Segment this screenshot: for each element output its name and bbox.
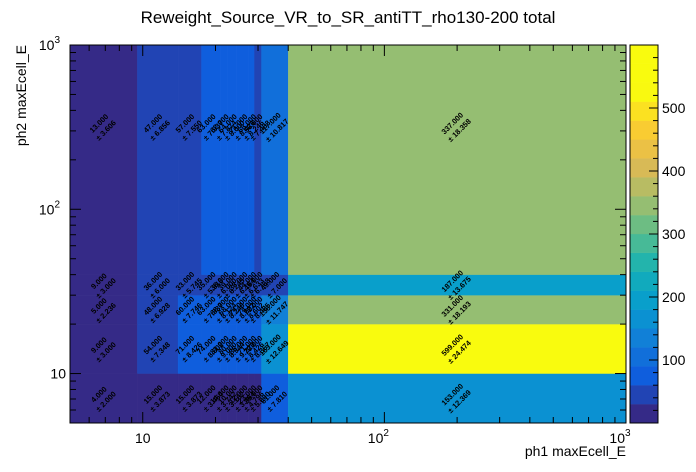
heatmap-bin bbox=[254, 44, 262, 275]
x-tick-label: 102 bbox=[368, 428, 390, 446]
colorbar-segment bbox=[629, 177, 659, 197]
y-tick-label: 103 bbox=[39, 35, 61, 53]
heatmap-bin bbox=[261, 295, 289, 325]
heatmap-bin bbox=[137, 44, 179, 275]
colorbar-segment bbox=[629, 82, 659, 102]
heatmap-bin bbox=[69, 44, 138, 275]
heatmap-bin bbox=[227, 44, 237, 275]
y-axis-label: ph2 maxEcell_E bbox=[13, 45, 29, 146]
colorbar-segment bbox=[629, 233, 659, 254]
plot-frame bbox=[69, 44, 627, 424]
colorbar-segment bbox=[629, 139, 659, 159]
colorbar-segment bbox=[629, 252, 659, 272]
colorbar: 100 200 300 400 500 bbox=[629, 44, 686, 424]
heatmap-bin bbox=[137, 323, 179, 374]
colorbar-segment bbox=[629, 214, 659, 235]
colorbar-segment bbox=[629, 63, 659, 83]
colorbar-segment bbox=[629, 271, 659, 291]
x-tick-label: 10 bbox=[135, 430, 151, 446]
colorbar-tick-label: 300 bbox=[662, 226, 686, 242]
heatmap-bin bbox=[288, 44, 627, 275]
colorbar-segment bbox=[629, 101, 659, 121]
x-tick-label: 103 bbox=[609, 428, 631, 446]
colorbar-segment bbox=[629, 309, 659, 329]
colorbar-tick-label: 100 bbox=[662, 352, 686, 368]
heatmap-bin bbox=[201, 44, 221, 275]
colorbar-segment bbox=[629, 403, 659, 424]
heatmap-bin bbox=[248, 44, 255, 275]
colorbar-tick-label: 200 bbox=[662, 289, 686, 305]
colorbar-segment bbox=[629, 290, 659, 310]
x-axis: 10 102 103 bbox=[69, 45, 631, 446]
heatmap-bin bbox=[137, 373, 179, 424]
colorbar-segment bbox=[629, 328, 659, 348]
heatmap-bin bbox=[177, 44, 202, 275]
heatmap-bin bbox=[261, 323, 289, 374]
y-tick-label: 10 bbox=[50, 366, 66, 382]
heatmap-bin bbox=[69, 373, 138, 424]
heatmap-bin bbox=[236, 44, 250, 275]
heatmap-bin bbox=[261, 44, 289, 275]
heatmap-bin bbox=[288, 323, 627, 374]
bins-layer bbox=[69, 44, 627, 424]
heatmap-bin bbox=[288, 295, 627, 325]
colorbar-segment bbox=[629, 120, 659, 140]
y-axis: 10 102 103 bbox=[39, 35, 626, 424]
colorbar-segment bbox=[629, 196, 659, 216]
heatmap-bin bbox=[69, 323, 138, 374]
colorbar-segment bbox=[629, 366, 659, 386]
heatmap-bin bbox=[137, 295, 179, 325]
chart-title: Reweight_Source_VR_to_SR_antiTT_rho130-2… bbox=[141, 8, 556, 27]
colorbar-segment bbox=[629, 347, 659, 367]
colorbar-segment bbox=[629, 158, 659, 178]
heatmap-bin bbox=[261, 373, 289, 424]
x-axis-label: ph1 maxEcell_E bbox=[525, 443, 626, 459]
colorbar-tick-label: 500 bbox=[662, 100, 686, 116]
colorbar-segment bbox=[629, 385, 659, 405]
heatmap-bin bbox=[69, 295, 138, 325]
colorbar-segment bbox=[629, 44, 659, 65]
y-tick-label: 102 bbox=[39, 199, 61, 217]
colorbar-tick-label: 400 bbox=[662, 163, 686, 179]
heatmap-bin bbox=[288, 373, 627, 424]
heatmap-bin bbox=[220, 44, 228, 275]
